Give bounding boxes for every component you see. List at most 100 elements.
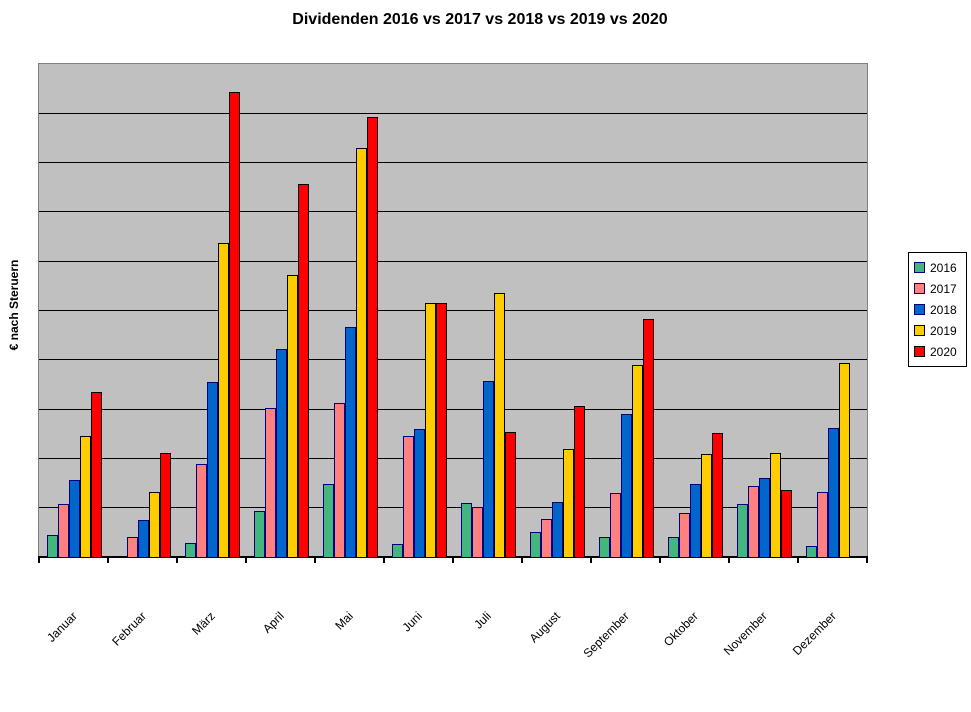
bar-2017-märz bbox=[196, 463, 207, 557]
bar-2018-märz bbox=[207, 382, 218, 557]
bar-2018-august bbox=[552, 501, 563, 557]
bar-2019-august bbox=[563, 449, 574, 557]
gridline bbox=[39, 310, 867, 311]
x-axis-tick bbox=[245, 558, 247, 563]
bar-2019-dezember bbox=[839, 363, 850, 557]
legend-item-2018: 2018 bbox=[914, 299, 966, 320]
legend-label: 2019 bbox=[930, 323, 957, 338]
bar-2018-september bbox=[621, 414, 632, 557]
bar-2019-juli bbox=[494, 293, 505, 557]
legend-label: 2018 bbox=[930, 302, 957, 317]
bar-2018-januar bbox=[69, 480, 80, 557]
x-axis-line bbox=[38, 556, 868, 558]
bar-2016-april bbox=[254, 511, 265, 557]
bar-2019-september bbox=[632, 365, 643, 557]
x-axis-tick bbox=[797, 558, 799, 563]
x-axis-tick bbox=[107, 558, 109, 563]
x-label-dezember: Dezember bbox=[789, 609, 839, 659]
legend-item-2019: 2019 bbox=[914, 320, 966, 341]
bar-2018-oktober bbox=[690, 484, 701, 557]
x-axis-tick bbox=[176, 558, 178, 563]
bar-2016-juli bbox=[461, 502, 472, 557]
gridline bbox=[39, 457, 867, 459]
bar-2020-august bbox=[574, 406, 585, 557]
bar-2018-februar bbox=[138, 520, 149, 557]
bar-2016-januar bbox=[47, 534, 58, 557]
x-axis-tick bbox=[521, 558, 523, 563]
legend-item-2020: 2020 bbox=[914, 341, 966, 362]
bar-2016-märz bbox=[185, 543, 196, 557]
bar-2016-september bbox=[599, 536, 610, 557]
bar-2020-februar bbox=[160, 452, 171, 557]
legend-item-2016: 2016 bbox=[914, 257, 966, 278]
bar-2019-januar bbox=[80, 436, 91, 557]
bar-2018-april bbox=[276, 348, 287, 557]
x-axis-tick bbox=[590, 558, 592, 563]
bar-2020-oktober bbox=[712, 432, 723, 557]
y-axis-title: € nach Steruern bbox=[7, 259, 21, 351]
bar-2016-oktober bbox=[668, 536, 679, 557]
bar-2018-juni bbox=[414, 428, 425, 557]
bar-2020-märz bbox=[229, 92, 240, 557]
plot-area bbox=[38, 63, 868, 563]
bar-2019-märz bbox=[218, 242, 229, 557]
bar-2019-oktober bbox=[701, 453, 712, 557]
bar-2017-november bbox=[748, 486, 759, 557]
gridline bbox=[39, 260, 867, 262]
bar-2019-juni bbox=[425, 303, 436, 557]
gridline bbox=[39, 408, 867, 410]
bar-2017-september bbox=[610, 492, 621, 557]
gridline bbox=[39, 162, 867, 164]
bar-2018-november bbox=[759, 478, 770, 557]
bar-2016-dezember bbox=[806, 546, 817, 557]
legend-swatch-icon bbox=[914, 325, 925, 336]
bar-2019-februar bbox=[149, 491, 160, 557]
legend-item-2017: 2017 bbox=[914, 278, 966, 299]
legend-swatch-icon bbox=[914, 304, 925, 315]
bar-2016-august bbox=[530, 531, 541, 557]
bar-2017-dezember bbox=[817, 491, 828, 557]
bar-2020-september bbox=[643, 318, 654, 557]
gridline bbox=[39, 359, 867, 361]
legend-swatch-icon bbox=[914, 346, 925, 357]
gridline bbox=[39, 507, 867, 509]
legend: 2016 2017 2018 2019 2020 bbox=[908, 252, 967, 367]
legend-swatch-icon bbox=[914, 283, 925, 294]
bar-2019-april bbox=[287, 275, 298, 557]
bar-2017-august bbox=[541, 519, 552, 557]
bar-2018-dezember bbox=[828, 427, 839, 557]
legend-label: 2020 bbox=[930, 344, 957, 359]
bar-2016-mai bbox=[323, 484, 334, 557]
bar-2017-oktober bbox=[679, 513, 690, 557]
bar-2018-juli bbox=[483, 381, 494, 557]
chart-title: Dividenden 2016 vs 2017 vs 2018 vs 2019 … bbox=[292, 11, 668, 28]
bar-2019-mai bbox=[356, 147, 367, 557]
bar-2018-mai bbox=[345, 326, 356, 557]
bar-2016-november bbox=[737, 503, 748, 557]
bar-2017-april bbox=[265, 408, 276, 557]
bar-2020-juni bbox=[436, 303, 447, 557]
x-axis-tick bbox=[314, 558, 316, 563]
legend-label: 2016 bbox=[930, 260, 957, 275]
bar-2017-juli bbox=[472, 507, 483, 557]
x-axis-tick bbox=[659, 558, 661, 563]
gridline bbox=[39, 112, 867, 114]
x-axis-tick bbox=[728, 558, 730, 563]
bar-2020-juli bbox=[505, 431, 516, 557]
bar-2020-januar bbox=[91, 391, 102, 557]
bar-2020-november bbox=[781, 489, 792, 557]
gridline bbox=[39, 211, 867, 213]
bar-2017-mai bbox=[334, 403, 345, 557]
bar-2020-mai bbox=[367, 117, 378, 557]
legend-label: 2017 bbox=[930, 281, 957, 296]
bar-2017-februar bbox=[127, 536, 138, 557]
bar-2019-november bbox=[770, 452, 781, 557]
bar-2020-april bbox=[298, 183, 309, 557]
legend-swatch-icon bbox=[914, 262, 925, 273]
bar-2016-juni bbox=[392, 544, 403, 557]
bar-2017-juni bbox=[403, 436, 414, 557]
x-axis-tick bbox=[383, 558, 385, 563]
x-axis-tick bbox=[38, 558, 40, 563]
bar-2017-januar bbox=[58, 504, 69, 557]
